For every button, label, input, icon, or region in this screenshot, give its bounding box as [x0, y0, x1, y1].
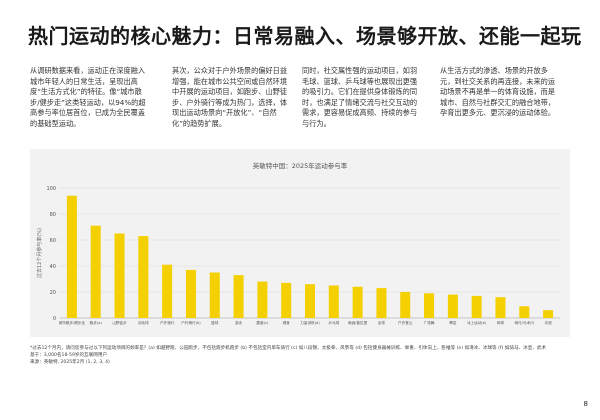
- bar: [233, 275, 244, 318]
- bar: [305, 284, 315, 318]
- y-tick-label: 40: [50, 264, 56, 270]
- bar: [376, 288, 387, 318]
- y-axis-label: 过去12个月参与率(%): [36, 228, 43, 278]
- x-tick-label: 足球: [378, 320, 386, 325]
- x-tick-label: 户外滑行(b): [181, 320, 201, 325]
- x-tick-label: 户外骑行: [160, 320, 175, 325]
- y-tick-label: 60: [50, 238, 56, 244]
- x-tick-label: 力量训练(d): [300, 320, 320, 325]
- x-tick-label: 户外登山: [398, 320, 413, 325]
- y-tick-label: 20: [50, 290, 56, 296]
- x-tick-label: 游泳: [235, 320, 243, 325]
- x-tick-label: 羽毛球: [138, 320, 149, 325]
- bar: [90, 225, 101, 318]
- text-column-3: 同时，社交属性强的运动项目，如羽毛球、篮球、乒乓球等也展现出更强的吸引力。它们在…: [302, 66, 418, 128]
- text-column-4: 从生活方式的渗透、场景的开放多元，到社交关系的再连接，未来的运动场景不再是单一的…: [440, 66, 556, 118]
- x-tick-label: 冰上运动(e): [467, 320, 487, 325]
- y-tick-label: 100: [46, 186, 56, 192]
- x-tick-label: 乒乓球: [328, 320, 339, 325]
- bar: [209, 272, 220, 318]
- bar: [138, 236, 149, 318]
- bar: [114, 233, 125, 318]
- footnote-definitions: *过去12个月内，请问您参与过以下列运动项目的频率是？(a) 如越野跑、公园跑步…: [30, 346, 547, 351]
- bar: [495, 297, 506, 318]
- bar: [66, 195, 77, 318]
- y-tick-label: 80: [50, 212, 56, 218]
- x-tick-label: 健身: [283, 320, 291, 325]
- footnote-base: 基于：3,000名18-59岁的互联网用户: [30, 352, 108, 358]
- bar: [352, 286, 363, 318]
- bar: [257, 281, 268, 318]
- bar: [162, 264, 173, 318]
- bar: [328, 285, 339, 318]
- bar: [281, 282, 292, 318]
- x-tick-label: 瑜伽/普拉提: [348, 320, 368, 325]
- x-tick-label: 广场舞: [424, 320, 435, 325]
- x-tick-label: 冲浪: [545, 320, 553, 325]
- bar: [447, 294, 458, 318]
- x-tick-label: 攀岩: [449, 320, 457, 325]
- x-tick-label: 骑马/马术(f): [514, 320, 534, 325]
- text-column-1: 从调研数据来看，运动正在深度融入城市年轻人的日常生活，呈现出高度“生活方式化”的…: [30, 66, 146, 128]
- chart-title: 英敏特中国：2025年运动参与率: [252, 162, 348, 170]
- x-tick-label: 山野徒步: [112, 320, 127, 325]
- footnotes: *过去12个月内，请问您参与过以下列运动项目的频率是？(a) 如越野跑、公园跑步…: [30, 346, 570, 366]
- x-tick-label: 跑步(a): [90, 320, 103, 325]
- bar: [471, 295, 482, 318]
- bar: [185, 269, 196, 318]
- footnote-source: 来源：英敏特, 2025年2月 (1, 2, 3, 4): [30, 359, 110, 365]
- x-tick-label: 城市散步/健步走: [59, 320, 86, 325]
- bar: [519, 306, 530, 318]
- bar: [543, 310, 554, 318]
- y-tick-label: 0: [53, 316, 56, 322]
- bar: [424, 293, 435, 318]
- page-number: 8: [583, 400, 588, 408]
- x-tick-label: 篮球: [211, 320, 219, 325]
- text-column-2: 其次，公众对于户外场景的偏好日益增强，能在城市公共空间或自然环境中开展的运动项目…: [172, 66, 288, 128]
- bar: [400, 292, 411, 318]
- x-tick-label: 网球: [497, 320, 505, 325]
- page-title: 热门运动的核心魅力：日常易融入、场景够开放、还能一起玩: [28, 24, 582, 48]
- x-tick-label: 露营(c): [256, 320, 269, 325]
